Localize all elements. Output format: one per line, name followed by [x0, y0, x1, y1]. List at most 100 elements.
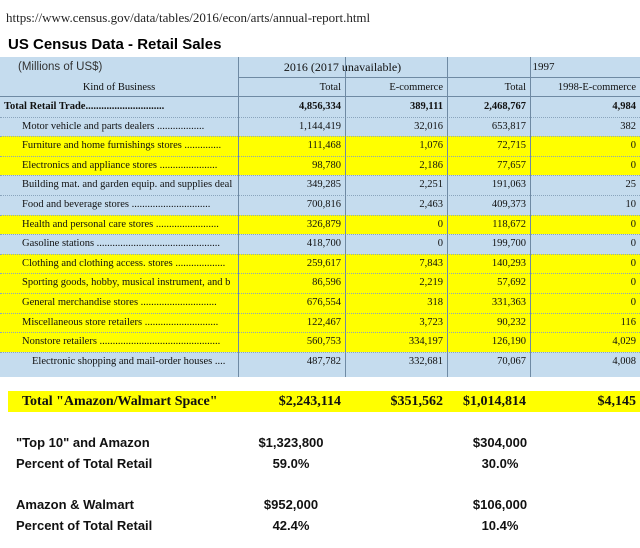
cell-value: 326,879 [306, 218, 341, 230]
space-highlight [8, 391, 640, 412]
column-header: E-commerce [389, 82, 443, 93]
cell-value: 560,753 [306, 336, 341, 348]
cell-value: 140,293 [491, 257, 526, 269]
cell-value: 25 [625, 179, 637, 191]
cell-value: 2,251 [419, 179, 443, 191]
cell-value: 349,285 [306, 179, 341, 191]
space-value: $4,145 [597, 394, 637, 409]
row-label: Food and beverage stores ...............… [22, 199, 211, 210]
row-line [0, 293, 640, 294]
cell-value: 0 [630, 238, 636, 250]
cell-value: 4,029 [612, 336, 636, 348]
cell-value: 98,780 [312, 159, 341, 171]
cell-value: 126,190 [491, 336, 526, 348]
cell-value: 331,363 [491, 297, 526, 308]
row-highlight [0, 214, 640, 235]
summary-value: 10.4% [481, 518, 519, 533]
cell-value: 2,468,767 [484, 101, 526, 112]
row-line [0, 195, 640, 196]
summary-value: 59.0% [272, 456, 310, 471]
column-header: Total [319, 82, 341, 93]
row-label: Nonstore retailers .....................… [22, 336, 221, 348]
cell-value: 259,617 [306, 257, 341, 269]
cell-value: 77,657 [497, 159, 526, 171]
row-highlight [0, 293, 640, 313]
cell-value: 116 [620, 316, 636, 328]
row-highlight [0, 136, 640, 156]
cell-value: 382 [620, 120, 636, 132]
summary-label: "Top 10" and Amazon [16, 435, 150, 450]
units: (Millions of US$) [18, 61, 103, 73]
row-label: Health and personal care stores ........… [22, 218, 219, 230]
column-line [238, 57, 239, 377]
cell-value: 0 [630, 257, 636, 269]
cell-value: 409,373 [491, 199, 526, 210]
cell-value: 4,984 [612, 101, 636, 112]
cell-value: 676,554 [306, 297, 341, 308]
cell-value: 318 [427, 297, 443, 308]
row-label: Furniture and home furnishings stores ..… [22, 140, 222, 152]
cell-value: 332,681 [408, 355, 443, 367]
cell-value: 0 [630, 159, 636, 171]
row-line [0, 234, 640, 236]
cell-value: 0 [630, 297, 636, 308]
row-label: Total Retail Trade......................… [4, 101, 165, 112]
column-line [345, 57, 346, 377]
cell-value: 111,468 [307, 140, 341, 152]
cell-value: 122,467 [306, 316, 341, 328]
cell-value: 7,843 [419, 257, 443, 269]
cell-value: 0 [630, 277, 636, 289]
cell-value: 118,672 [492, 218, 526, 230]
cell-value: 389,111 [410, 101, 443, 112]
space-label: Total "Amazon/Walmart Space" [22, 394, 218, 409]
column-line [447, 57, 448, 377]
row-line [0, 253, 640, 255]
group-header: 1997 [532, 61, 555, 73]
cell-value: 0 [630, 140, 636, 152]
row-line [0, 273, 640, 275]
column-header: Kind of Business [82, 82, 156, 93]
row-highlight [0, 312, 640, 333]
cell-value: 1,076 [419, 140, 443, 152]
space-value: $1,014,814 [463, 394, 526, 409]
summary-label: Percent of Total Retail [16, 456, 153, 471]
cell-value: 32,016 [414, 120, 443, 132]
row-label: Motor vehicle and parts dealers ........… [22, 120, 205, 132]
cell-value: 86,596 [312, 277, 341, 289]
space-value: $2,243,114 [278, 394, 341, 409]
row-label: Electronics and appliance stores .......… [22, 159, 218, 171]
cell-value: 191,063 [491, 179, 526, 191]
cell-value: 2,219 [419, 277, 443, 289]
header-line [0, 96, 640, 97]
header-line [238, 77, 640, 78]
row-label: Gasoline stations ......................… [22, 238, 221, 250]
cell-value: 57,692 [497, 277, 526, 289]
cell-value: 4,856,334 [299, 101, 341, 112]
row-highlight [0, 155, 640, 176]
row-line [0, 175, 640, 177]
cell-value: 90,232 [497, 316, 526, 328]
cell-value: 418,700 [306, 238, 341, 250]
row-label: Building mat. and garden equip. and supp… [22, 179, 233, 191]
cell-value: 70,067 [497, 355, 526, 367]
summary-value: $106,000 [472, 497, 528, 512]
row-highlight [0, 253, 640, 274]
cell-value: 1,144,419 [299, 120, 341, 132]
cell-value: 3,723 [419, 316, 443, 328]
row-label: General merchandise stores .............… [22, 297, 217, 308]
cell-value: 653,817 [491, 120, 526, 132]
row-highlight [0, 332, 640, 352]
row-label: Miscellaneous store retailers ..........… [22, 316, 219, 328]
group-header: 2016 (2017 unavailable) [283, 60, 402, 74]
column-header: Total [504, 82, 526, 93]
column-header: 1998-E-commerce [557, 82, 636, 93]
summary-value: 30.0% [481, 456, 519, 471]
row-line [0, 155, 640, 157]
summary-label: Amazon & Walmart [16, 497, 134, 512]
cell-value: 334,197 [408, 336, 443, 348]
cell-value: 10 [625, 199, 637, 210]
row-line [0, 351, 640, 353]
cell-value: 700,816 [306, 199, 341, 210]
row-label: Clothing and clothing access. stores ...… [22, 257, 226, 269]
